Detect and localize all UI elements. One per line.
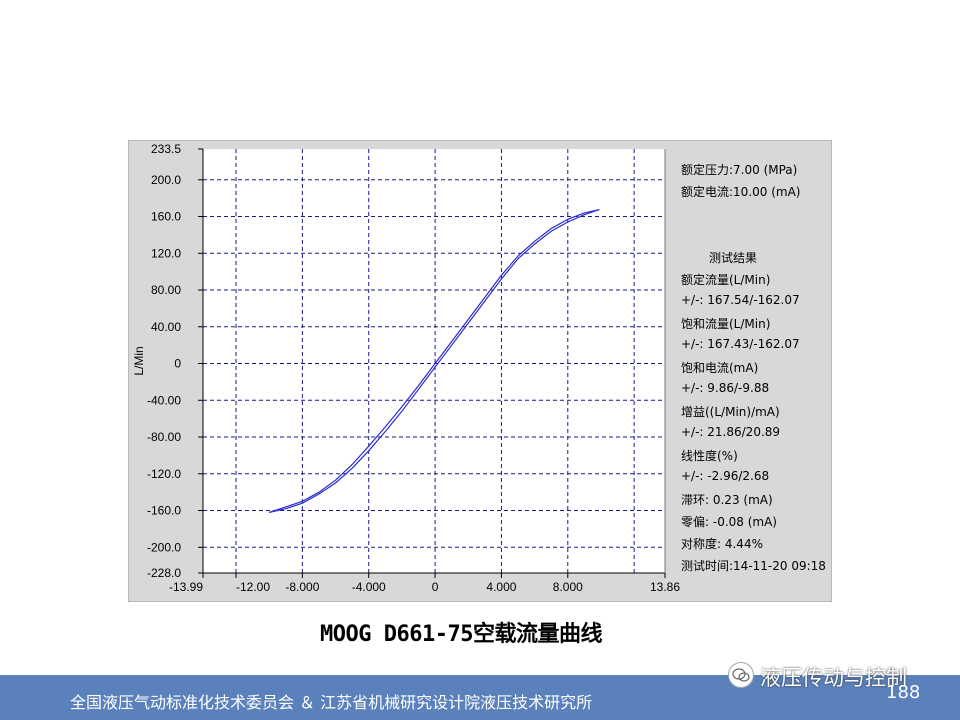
y-tick-label-11: -200.0 xyxy=(147,540,181,554)
y-tick-label-7: -40.00 xyxy=(147,393,181,407)
info-line-6: +/-: 167.43/-162.07 xyxy=(681,337,800,351)
y-tick-label-10: -160.0 xyxy=(147,504,181,518)
y-axis-label: L/Min xyxy=(132,346,146,375)
y-tick-label-8: -80.00 xyxy=(147,430,181,444)
series-line-0 xyxy=(269,209,600,513)
chart-title: MOOG D661-75空载流量曲线 xyxy=(320,622,602,647)
info-line-9: 增益((L/Min)/mA) xyxy=(681,405,780,419)
info-line-5: 饱和流量(L/Min) xyxy=(681,317,771,331)
info-line-3: 额定流量(L/Min) xyxy=(681,273,771,287)
info-line-0: 额定压力:7.00 (MPa) xyxy=(681,163,798,177)
x-tick-label-5: 4.000 xyxy=(486,580,516,594)
wechat-badge: 液压传动与控制 xyxy=(726,660,934,692)
info-line-2: 测试结果 xyxy=(709,251,758,265)
x-tick-label-1: -12.00 xyxy=(236,580,270,594)
page-number: 188 xyxy=(886,682,921,703)
y-tick-label-9: -120.0 xyxy=(147,467,181,481)
info-line-11: 线性度(%) xyxy=(681,449,738,463)
x-tick-label-0: -13.99 xyxy=(169,580,203,594)
y-tick-label-3: 120.0 xyxy=(151,246,181,260)
info-line-12: +/-: -2.96/2.68 xyxy=(681,469,770,483)
y-tick-label-12: -228.0 xyxy=(147,566,181,580)
info-line-1: 额定电流:10.00 (mA) xyxy=(681,185,801,199)
footer-text: 全国液压气动标准化技术委员会 ＆ 江苏省机械研究设计院液压技术研究所 xyxy=(70,693,593,712)
x-tick-label-3: -4.000 xyxy=(352,580,386,594)
info-line-16: 测试时间:14-11-20 09:18 xyxy=(681,559,826,573)
wechat-account-name: 液压传动与控制 xyxy=(760,666,907,690)
info-line-15: 对称度: 4.44% xyxy=(681,537,763,551)
info-line-4: +/-: 167.54/-162.07 xyxy=(681,293,800,307)
info-line-7: 饱和电流(mA) xyxy=(681,361,759,375)
x-tick-label-6: 8.000 xyxy=(553,580,583,594)
info-line-8: +/-: 9.86/-9.88 xyxy=(681,381,770,395)
y-tick-label-0: 233.5 xyxy=(151,142,181,156)
y-tick-label-1: 200.0 xyxy=(151,173,181,187)
chart-svg: 233.5 200.0 160.0 120.0 80.00 40.00 0 -40.00 -80… xyxy=(132,142,680,594)
x-tick-label-4: 0 xyxy=(432,580,439,594)
footer-bar: 全国液压气动标准化技术委员会 ＆ 江苏省机械研究设计院液压技术研究所 xyxy=(0,675,960,720)
wechat-icon xyxy=(728,662,754,688)
x-tick-label-7: 13.86 xyxy=(650,580,680,594)
info-line-13: 滞环: 0.23 (mA) xyxy=(681,493,773,507)
series-line-1 xyxy=(269,209,600,513)
plot-area xyxy=(203,149,665,573)
info-line-14: 零偏: -0.08 (mA) xyxy=(681,515,777,529)
chart-panel: 233.5 200.0 160.0 120.0 80.00 40.00 0 -40.00 -80… xyxy=(128,140,832,602)
y-tick-label-6: 0 xyxy=(174,357,181,371)
y-tick-label-5: 40.00 xyxy=(151,320,181,334)
x-tick-label-2: -8.000 xyxy=(285,580,319,594)
y-tick-label-2: 160.0 xyxy=(151,210,181,224)
info-line-10: +/-: 21.86/20.89 xyxy=(681,425,781,439)
y-tick-label-4: 80.00 xyxy=(151,283,181,297)
